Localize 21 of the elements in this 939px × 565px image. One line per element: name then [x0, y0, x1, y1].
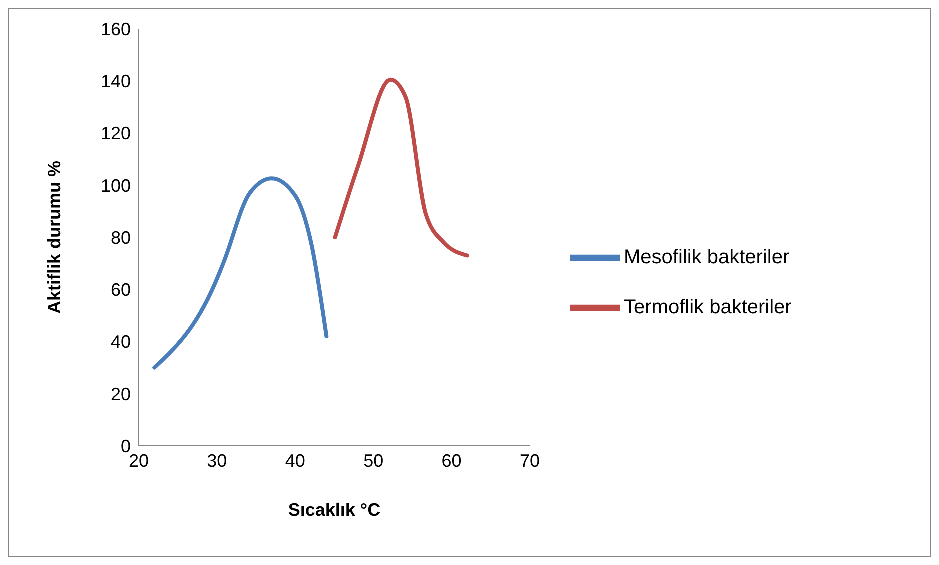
y-tick-label: 60	[110, 280, 131, 300]
x-tick-label: 60	[442, 450, 462, 471]
x-tick-label: 20	[128, 450, 150, 471]
y-tick-label: 120	[100, 124, 131, 144]
x-tick-label: 30	[207, 450, 228, 471]
y-tick-label: 140	[100, 72, 131, 92]
y-tick-label: 100	[100, 176, 131, 196]
y-tick-label: 80	[110, 228, 131, 248]
x-tick-label: 40	[285, 450, 306, 471]
legend-label: Termoflik bakteriler	[624, 296, 792, 318]
x-tick-label: 50	[364, 450, 384, 471]
y-tick-label: 0	[120, 436, 131, 456]
line-series	[152, 176, 329, 370]
line-series	[333, 78, 470, 258]
x-axis-title: Sıcaklık °C	[288, 500, 381, 520]
y-tick-label: 160	[100, 19, 131, 40]
legend-label: Mesofilik bakteriler	[624, 246, 790, 268]
y-tick-label: 40	[110, 332, 131, 352]
y-axis-title: Aktiflik durumu %	[44, 160, 64, 314]
y-tick-label: 20	[110, 384, 131, 404]
x-tick-label: 70	[520, 450, 540, 471]
